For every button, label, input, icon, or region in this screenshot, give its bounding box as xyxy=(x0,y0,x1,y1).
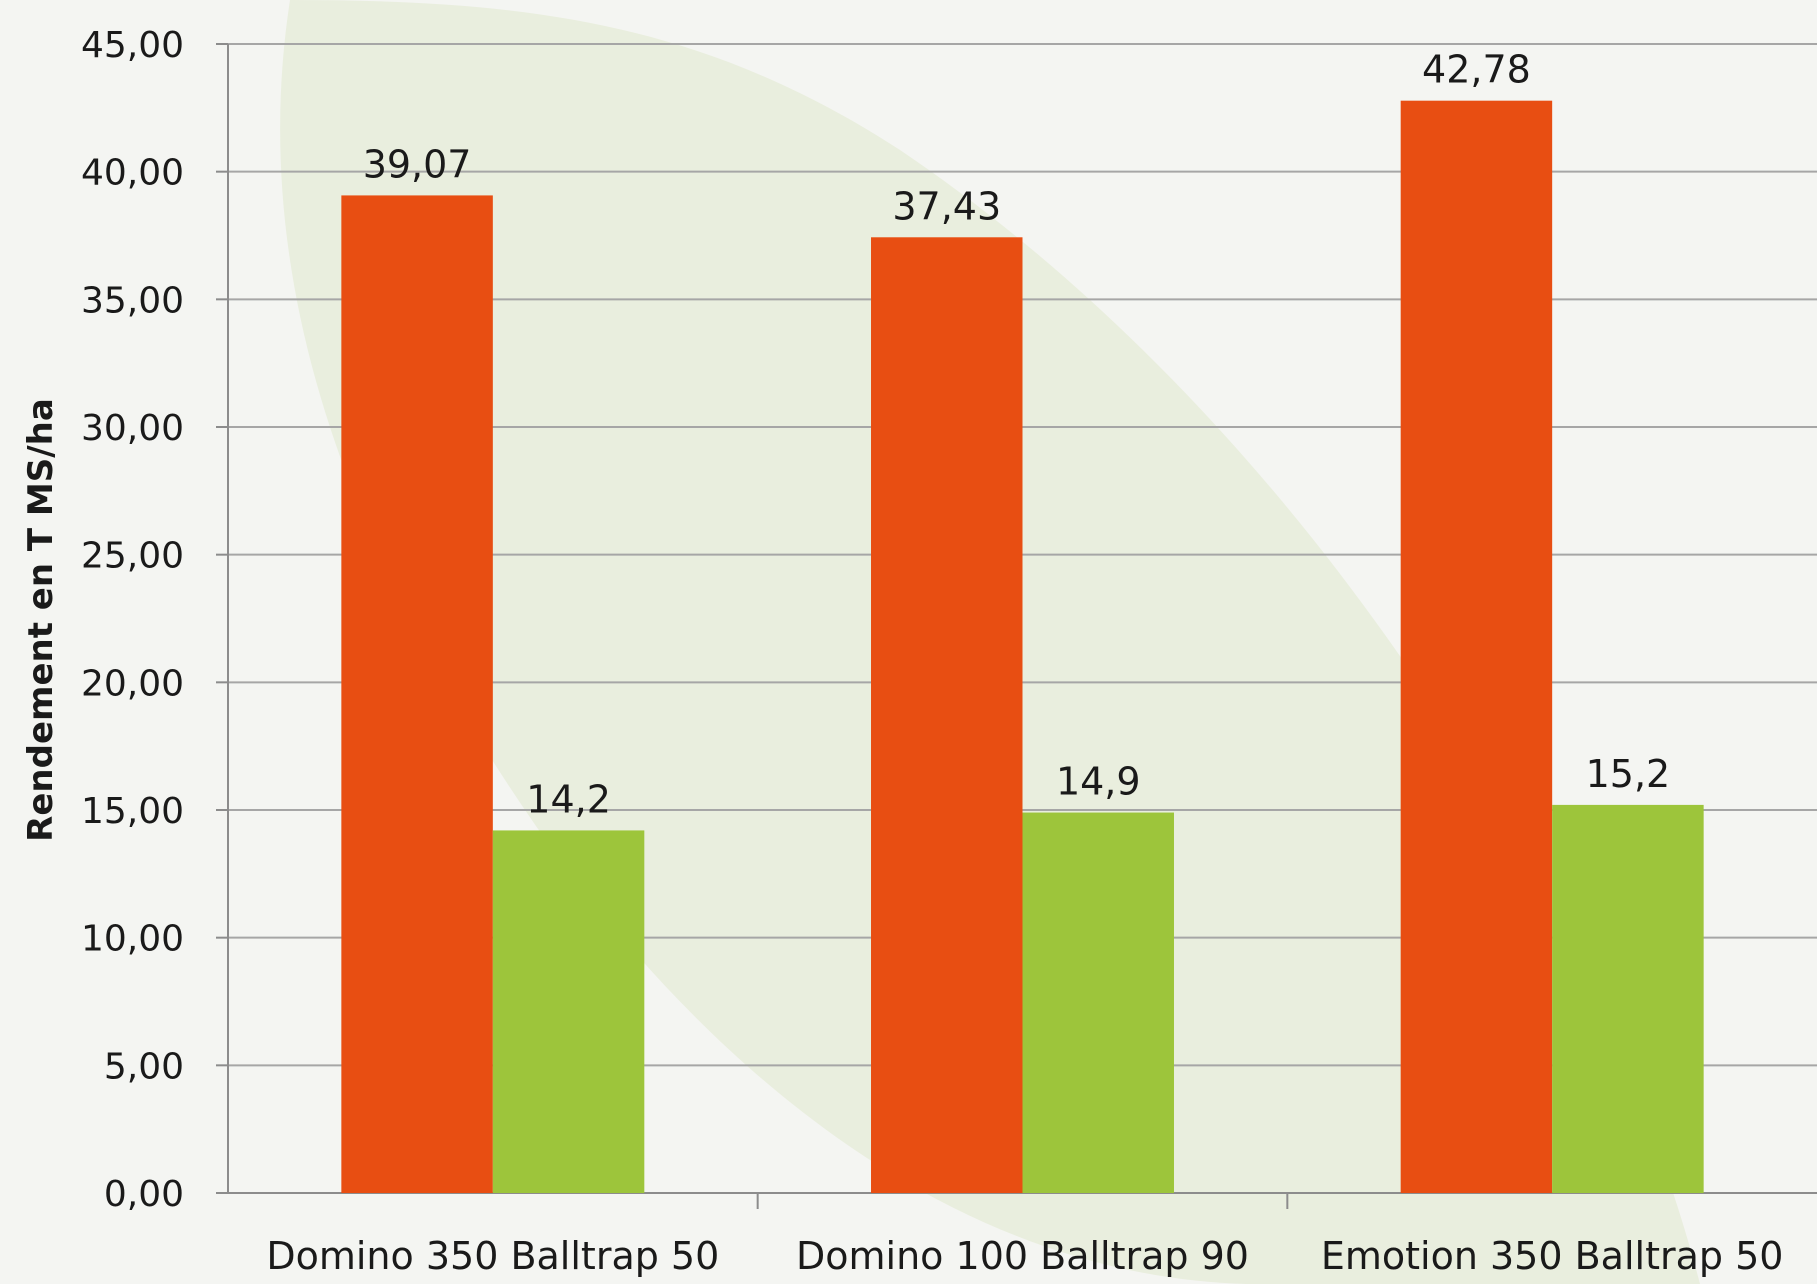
bar xyxy=(871,237,1023,1193)
bar xyxy=(1552,804,1704,1193)
bar-value-label: 42,78 xyxy=(1422,48,1531,92)
bar-value-label: 37,43 xyxy=(892,184,1001,228)
x-category-label: Domino 100 Balltrap 90 xyxy=(796,1234,1249,1278)
y-axis-title: Rendement en T MS/ha xyxy=(21,398,61,842)
bar xyxy=(341,195,493,1194)
y-tick-label: 45,00 xyxy=(81,25,184,66)
y-tick-label: 10,00 xyxy=(81,919,184,960)
y-tick-label: 0,00 xyxy=(104,1174,184,1215)
bar-value-label: 39,07 xyxy=(363,142,472,186)
bar-value-label: 14,9 xyxy=(1056,760,1141,804)
x-category-label: Domino 350 Balltrap 50 xyxy=(266,1234,719,1278)
x-category-label: Emotion 350 Balltrap 50 xyxy=(1321,1234,1784,1278)
y-tick-label: 40,00 xyxy=(81,153,184,194)
y-tick-label: 35,00 xyxy=(81,280,184,321)
y-tick-label: 30,00 xyxy=(81,408,184,449)
bar-value-label: 15,2 xyxy=(1586,752,1671,796)
data-labels: 39,07 14,2 37,43 14,9 42,78 15,2 xyxy=(363,48,1671,822)
bar xyxy=(492,830,645,1193)
y-tick-label: 15,00 xyxy=(81,791,184,832)
y-tick-label: 25,00 xyxy=(81,536,184,577)
bar xyxy=(1022,812,1174,1193)
y-tick-label: 20,00 xyxy=(81,663,184,704)
bars xyxy=(341,100,1704,1194)
y-tick-label: 5,00 xyxy=(104,1046,184,1087)
bar xyxy=(1400,100,1553,1194)
axes: 0,00 5,00 10,00 15,00 20,00 25,00 30,00 35,00 40… xyxy=(81,25,1817,1278)
bar-value-label: 14,2 xyxy=(526,777,611,821)
